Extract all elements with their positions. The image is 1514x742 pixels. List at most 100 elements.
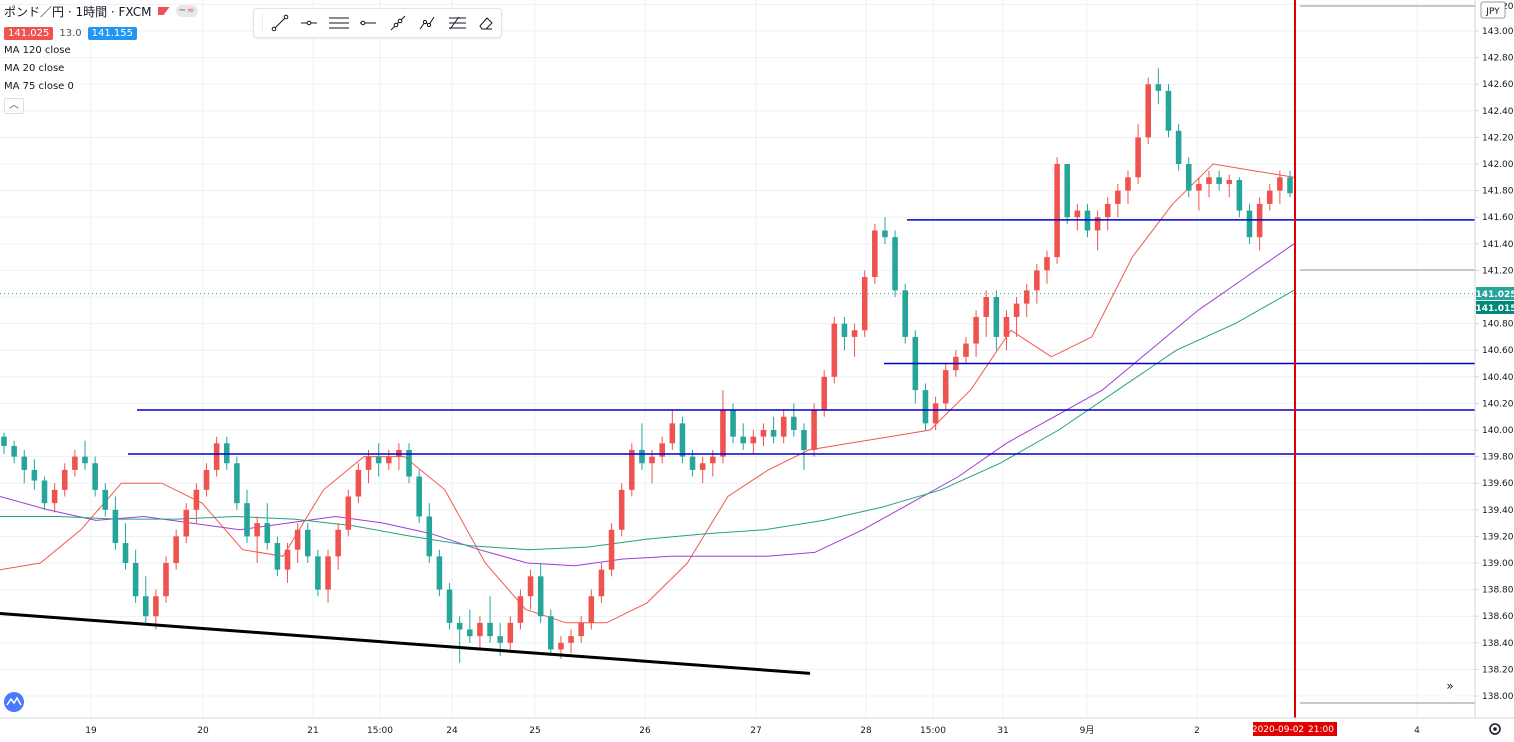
indicator-ma75[interactable]: MA 75 close 0 [4,81,74,92]
indicator-ma20[interactable]: MA 20 close [4,63,65,74]
candle-body [132,563,139,597]
candle-body [740,436,746,444]
candle-body [41,480,48,504]
candle-body [1287,177,1293,194]
price-tick-label: 139.400 [1482,506,1514,516]
candle-body [142,596,149,617]
candle-body [284,549,291,570]
price-axis[interactable]: 143.200143.000142.800142.600142.400142.2… [1475,2,1514,702]
ask-price[interactable]: 141.155 [87,26,137,40]
price-tick-label: 138.400 [1482,639,1514,649]
candle-body [82,456,88,464]
time-tick-label: 15:00 [920,726,946,736]
trend-line-icon[interactable] [265,9,295,37]
toolbar-drag-handle[interactable] [254,13,263,33]
candle-body [446,589,453,623]
candle-body [193,489,200,510]
candle-body [426,516,433,557]
candle-body [274,543,281,570]
price-row: 141.025 13.0 141.155 [4,24,198,42]
candle-body [416,476,422,517]
candle-body [355,469,362,497]
price-tick-label: 140.200 [1482,399,1514,409]
candle-body [487,622,493,637]
candle-body [163,563,169,597]
candle-body [1165,90,1172,131]
candle-body [618,489,625,530]
candle-body [21,456,28,470]
time-tick-label: 27 [750,726,761,736]
candle-body [72,456,78,470]
price-tick-label: 141.800 [1482,187,1514,197]
data-status-icon[interactable]: ━ ≈ [175,5,199,17]
candle-body [365,456,372,470]
candle-body [1206,177,1212,184]
horizontal-level-lines[interactable] [128,219,1475,455]
candle-body [710,456,716,464]
symbol-title[interactable]: ポンド／円 · 1時間 · FXCM [4,4,152,19]
time-tick-label: 21 [307,726,318,736]
parallel-channel-icon[interactable] [324,9,354,37]
candle-body [1236,179,1243,211]
scroll-to-latest-button[interactable]: » [1439,675,1461,697]
collapse-legend-button[interactable]: ︿ [4,98,24,114]
price-tick-label: 142.400 [1482,107,1514,117]
horizontal-line-icon[interactable] [353,9,383,37]
candle-body [649,456,655,464]
path-icon[interactable] [412,9,442,37]
cursor-date-label: 2020-09-02 [1252,725,1304,735]
indicator-ma120[interactable]: MA 120 close [4,45,71,56]
candle-body [375,456,382,464]
horizontal-ray-icon[interactable] [294,9,324,37]
candle-body [689,456,696,470]
candle-body [1003,316,1010,337]
price-tick-label: 139.800 [1482,453,1514,463]
currency-label: JPY [1485,7,1500,17]
price-tick-label: 138.000 [1482,692,1514,702]
extended-line-icon[interactable] [383,9,413,37]
candle-body [315,556,321,590]
time-axis[interactable]: 19 20 21 15:00 24 25 26 27 28 15:00 31 9月 2 4 [85,725,1420,736]
candle-body [1135,137,1141,178]
candle-body [922,390,929,424]
candle-body [1054,164,1060,258]
candle-body [1023,290,1030,304]
price-tick-label: 141.600 [1482,213,1514,223]
candle-body [1115,190,1121,204]
candle-body [325,556,331,590]
candle-body [1094,217,1101,231]
candle-body [1104,203,1111,218]
candle-body [406,449,412,477]
candle-body [598,569,605,597]
chart-legend: ポンド／円 · 1時間 · FXCM ━ ≈ 141.025 13.0 141.1… [4,2,199,114]
candle-body [153,596,159,617]
bid-price[interactable]: 141.025 [4,26,54,40]
candle-body [679,423,686,457]
candle-body [841,323,848,337]
settings-gear-icon[interactable] [1489,723,1501,735]
candle-body [942,370,949,404]
candle-body [1074,210,1081,218]
price-tick-label: 138.200 [1482,665,1514,675]
trend-line[interactable] [0,612,811,675]
candle-body [345,496,352,530]
price-tick-label: 142.600 [1482,80,1514,90]
spread-value: 13.0 [59,27,82,39]
fib-retracement-icon[interactable] [442,9,472,37]
price-tick-label: 140.800 [1482,320,1514,330]
cursor-time-label: 21:00 [1308,725,1334,735]
candle-body [517,596,524,623]
candle-body [750,436,757,444]
candle-body [882,230,888,238]
eraser-icon[interactable] [471,9,501,37]
candle-body [993,297,1000,337]
candle-body [304,529,311,557]
market-status-icon [157,7,170,15]
candle-body [558,642,564,650]
candle-body [932,403,939,424]
time-tick-label: 28 [860,726,872,736]
candle-body [507,622,514,643]
price-tick-label: 142.800 [1482,54,1514,64]
price-tick-label: 138.800 [1482,586,1514,596]
